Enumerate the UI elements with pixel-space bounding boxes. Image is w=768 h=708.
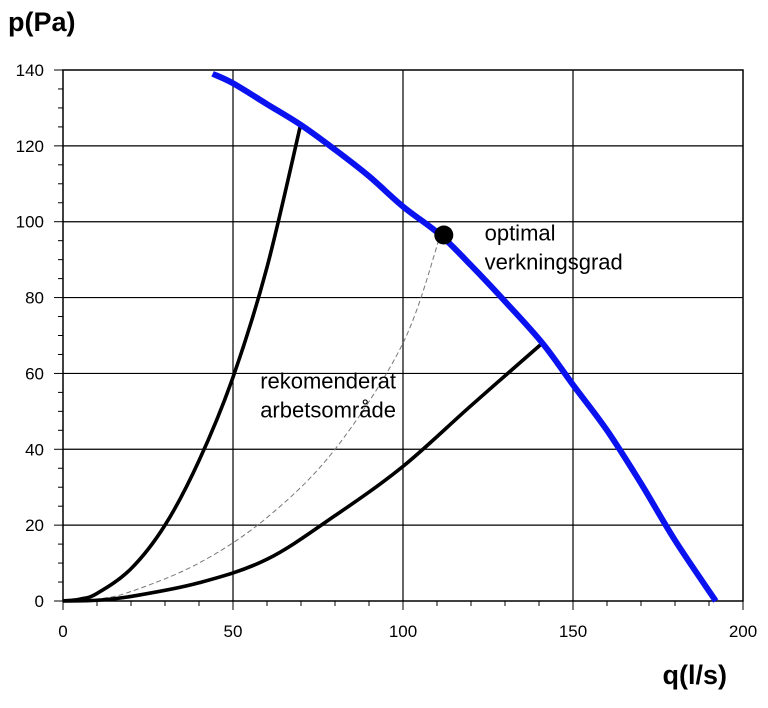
y-tick-label: 100: [16, 213, 44, 232]
y-axis-title: p(Pa): [8, 7, 76, 37]
fan-curve-line: [211, 71, 719, 603]
y-tick-label: 20: [25, 516, 44, 535]
y-tick-label: 60: [25, 364, 44, 383]
tick-labels: 0 50 100 150 200 0 20 40 60 80 100 120 140: [16, 61, 758, 641]
annotation-text: rekomenderat arbetsområde: [260, 369, 396, 423]
annotation-text: optimal verkningsgrad: [485, 221, 623, 275]
annotation-line: verkningsgrad: [485, 250, 623, 275]
points-layer: [434, 225, 454, 245]
boundary-line: [62, 122, 303, 603]
x-tick-label: 150: [559, 622, 587, 641]
x-tick-label: 0: [58, 622, 67, 641]
x-tick-label: 200: [729, 622, 757, 641]
annotations-layer: optimal verkningsgrad rekomenderat arbetsom…: [260, 221, 623, 423]
y-tick-label: 80: [25, 289, 44, 308]
annotation-line: arbetsområde: [260, 398, 396, 423]
x-axis-title: q(l/s): [663, 660, 728, 690]
series-layer: [62, 71, 719, 603]
y-tick-label: 120: [16, 137, 44, 156]
y-tick-label: 0: [35, 592, 44, 611]
annotation-line: rekomenderat: [260, 369, 396, 394]
y-tick-label: 40: [25, 440, 44, 459]
x-tick-label: 100: [389, 622, 417, 641]
optimal-point-marker: [434, 225, 454, 245]
annotation-line: optimal: [485, 221, 556, 246]
y-tick-label: 140: [16, 61, 44, 80]
x-tick-label: 50: [224, 622, 243, 641]
minor-ticks: [54, 69, 744, 610]
boundary-line: [62, 341, 544, 603]
